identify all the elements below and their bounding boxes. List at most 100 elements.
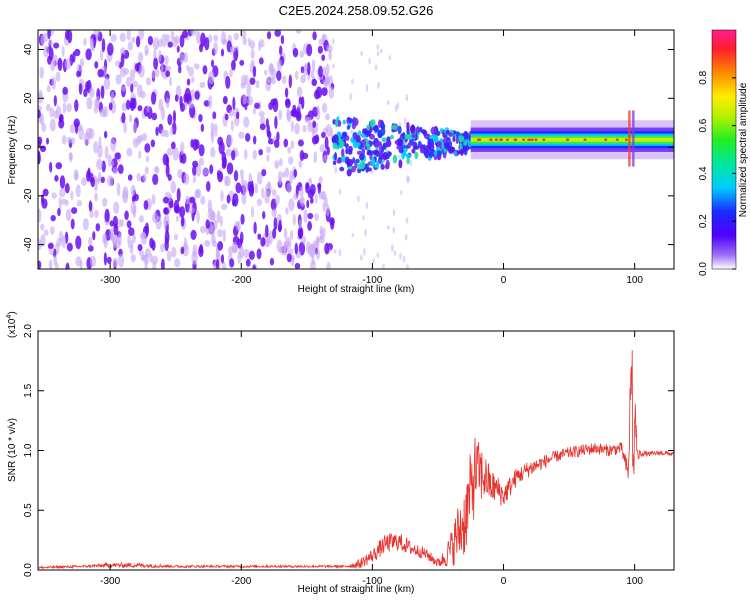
heatmap-cell <box>209 164 214 175</box>
heatmap-cell <box>283 243 288 256</box>
x-tick-label: -100 <box>362 576 382 587</box>
heatmap-cell <box>372 258 376 264</box>
heatmap-cell <box>299 50 305 58</box>
heatmap-cell <box>190 30 197 37</box>
heatmap-cell <box>339 138 344 147</box>
heatmap-cell <box>144 143 151 153</box>
heatmap-cell <box>153 57 159 70</box>
heatmap-cell <box>250 206 255 218</box>
heatmap-cell <box>310 70 315 79</box>
heatmap-cell <box>313 151 318 164</box>
heatmap-cell <box>43 229 49 236</box>
heatmap-cell <box>350 129 353 134</box>
heatmap-cell <box>208 34 213 43</box>
heatmap-cell <box>411 148 416 154</box>
heatmap-cell <box>151 240 156 251</box>
heatmap-cell <box>192 165 197 176</box>
heatmap-cell <box>94 192 98 202</box>
heatmap-cell <box>355 142 361 147</box>
heatmap-cell <box>89 255 97 268</box>
heatmap-cell <box>489 138 493 141</box>
heatmap-cell <box>40 223 45 231</box>
heatmap-cell <box>305 183 310 194</box>
heatmap-cell <box>60 198 67 205</box>
heatmap-cell <box>95 96 100 110</box>
heatmap-cell <box>121 112 126 124</box>
heatmap-cell <box>338 248 342 257</box>
heatmap-cell <box>332 63 335 69</box>
heatmap-cell <box>85 81 90 91</box>
heatmap-cell <box>55 162 63 170</box>
heatmap-cell <box>83 37 87 47</box>
heatmap-cell <box>162 153 169 166</box>
heatmap-cell <box>252 65 257 78</box>
heatmap-cell <box>290 120 294 133</box>
heatmap-cell <box>211 211 216 221</box>
heatmap-cell <box>172 147 180 161</box>
heatmap-cell <box>46 137 50 145</box>
heatmap-cell <box>303 209 308 224</box>
heatmap-cell <box>298 160 303 168</box>
heatmap-cell <box>131 36 136 43</box>
heatmap-cell <box>38 109 41 119</box>
heatmap-cell <box>442 138 448 144</box>
heatmap-cell <box>191 251 198 265</box>
heatmap-cell <box>262 211 266 220</box>
heatmap-cell <box>137 243 143 251</box>
heatmap-cell <box>276 59 283 71</box>
x-tick-label: 100 <box>626 576 643 587</box>
heatmap-cell <box>300 74 306 84</box>
colorbar-tick-label: 0.4 <box>698 166 709 180</box>
heatmap-cell <box>307 212 314 220</box>
heatmap-cell <box>168 200 174 209</box>
heatmap-cell <box>365 84 369 92</box>
heatmap-cell <box>88 87 95 98</box>
heatmap-cell <box>158 49 162 63</box>
heatmap-cell <box>273 217 278 231</box>
spectrogram-frame <box>37 29 675 270</box>
heatmap-cell <box>265 183 272 196</box>
heatmap-cell <box>221 38 228 45</box>
x-tick-label: -300 <box>100 275 120 286</box>
heatmap-cell <box>281 171 286 178</box>
heatmap-cell <box>242 36 247 46</box>
heatmap-cell <box>387 225 390 230</box>
heatmap-cell <box>129 69 135 82</box>
heatmap-cell <box>215 258 220 269</box>
heatmap-cell <box>261 168 267 177</box>
heatmap-cell <box>132 97 137 110</box>
heatmap-cell <box>174 94 179 102</box>
heatmap-cell <box>216 210 221 224</box>
heatmap-cell <box>151 194 156 205</box>
heatmap-cell <box>192 160 199 168</box>
heatmap-cell <box>373 125 379 132</box>
heatmap-cell <box>392 209 396 217</box>
heatmap-cell <box>131 195 136 203</box>
heatmap-cell <box>295 111 302 122</box>
heatmap-cell <box>242 179 249 194</box>
heatmap-cell <box>69 123 76 134</box>
heatmap-cell <box>39 66 45 79</box>
heatmap-cell <box>336 159 342 164</box>
heatmap-cell <box>167 174 172 182</box>
heatmap-cell <box>155 166 160 175</box>
heatmap-cell <box>302 124 307 133</box>
heatmap-cell <box>219 215 223 227</box>
heatmap-cell <box>90 176 96 188</box>
heatmap-cell <box>222 261 227 269</box>
heatmap-cell <box>174 35 180 44</box>
heatmap-cell <box>144 50 149 57</box>
heatmap-cell <box>377 81 380 90</box>
heatmap-cell <box>164 55 169 66</box>
heatmap-cell <box>405 217 409 224</box>
heatmap-cell <box>274 194 280 206</box>
heatmap-cell <box>180 246 185 255</box>
heatmap-cell <box>225 148 233 157</box>
heatmap-band <box>470 137 674 142</box>
heatmap-cell <box>212 111 217 120</box>
heatmap-cell <box>43 45 50 58</box>
heatmap-cell <box>61 45 65 58</box>
heatmap-cell <box>199 43 204 53</box>
heatmap-cell <box>415 126 420 134</box>
heatmap-cell <box>392 226 396 234</box>
